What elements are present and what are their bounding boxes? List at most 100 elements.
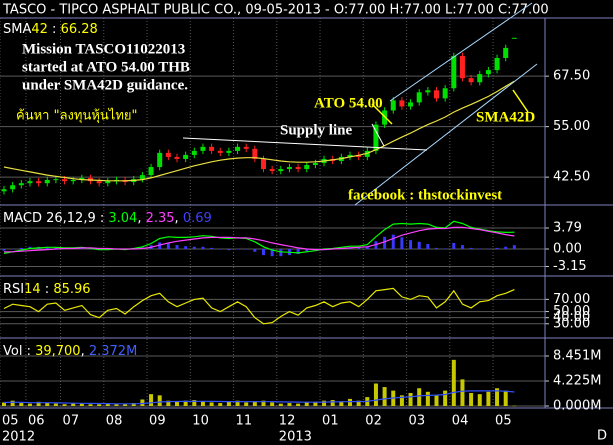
legend-part: 39,700 bbox=[35, 344, 81, 359]
candle-body bbox=[459, 55, 465, 79]
annotation: facebook : thstockinvest bbox=[348, 187, 502, 203]
volume-bar bbox=[261, 400, 266, 407]
candle-body bbox=[209, 146, 215, 151]
volume-bar bbox=[477, 394, 482, 407]
annotation: under SMA42D guidance. bbox=[22, 77, 188, 93]
candle-body bbox=[261, 158, 266, 170]
x-tick-label: 08 bbox=[106, 414, 123, 429]
volume-bar bbox=[348, 398, 352, 407]
volume-bar bbox=[460, 379, 465, 407]
candle-body bbox=[511, 37, 517, 39]
volume-bar bbox=[226, 401, 231, 407]
legend: SMA42 : 66.28 bbox=[3, 22, 98, 37]
year-label: 2012 bbox=[2, 430, 35, 445]
volume-bar bbox=[287, 403, 292, 407]
candle-body bbox=[105, 181, 111, 184]
volume-bar bbox=[166, 400, 171, 407]
x-tick-label: 11 bbox=[236, 414, 253, 429]
volume-bar bbox=[53, 403, 58, 407]
candle-body bbox=[165, 152, 171, 157]
candle-body bbox=[286, 167, 292, 170]
x-tick-label: 03 bbox=[409, 414, 426, 429]
candle-body bbox=[295, 167, 301, 170]
volume-bar bbox=[373, 383, 378, 407]
candle-body bbox=[53, 179, 59, 181]
histogram-bar bbox=[89, 249, 92, 250]
volume-bar bbox=[443, 390, 448, 407]
volume-bar bbox=[218, 403, 223, 407]
y-tick-label: 70.00 bbox=[553, 292, 590, 307]
legend-part: : bbox=[41, 282, 54, 297]
candle-body bbox=[434, 90, 439, 99]
y-tick-label: 8.451M bbox=[553, 348, 601, 363]
volume-bar bbox=[27, 403, 32, 407]
candle-body bbox=[44, 179, 50, 184]
histogram-bar bbox=[365, 246, 369, 250]
volume-bar bbox=[209, 402, 214, 407]
y-tick-label: -3.15 bbox=[553, 259, 587, 274]
histogram-bar bbox=[175, 245, 179, 250]
legend-part: , bbox=[175, 211, 183, 226]
legend-part: , bbox=[81, 344, 89, 359]
volume-bar bbox=[200, 401, 205, 407]
volume-bar bbox=[88, 404, 93, 407]
y-tick-label: 42.50 bbox=[553, 170, 590, 185]
histogram-bar bbox=[184, 246, 188, 250]
channel-lower bbox=[354, 63, 538, 206]
legend-part: : bbox=[48, 22, 61, 37]
legend-part: MACD 26,12,9 : bbox=[3, 211, 108, 226]
candle-body bbox=[191, 150, 197, 155]
channel-upper bbox=[389, 2, 533, 102]
histogram-bar bbox=[426, 244, 430, 250]
volume-bar bbox=[296, 403, 301, 407]
candle-body bbox=[347, 154, 353, 157]
annotation: Mission TASCO11022013 bbox=[22, 41, 185, 57]
histogram-bar bbox=[391, 234, 395, 250]
volume-bar bbox=[105, 403, 110, 407]
histogram-bar bbox=[210, 247, 214, 250]
volume-bar bbox=[252, 401, 257, 407]
x-tick-label: 05 bbox=[2, 414, 19, 429]
volume-bar bbox=[19, 403, 24, 407]
volume-bar bbox=[399, 395, 404, 407]
legend-part: SMA bbox=[3, 22, 31, 37]
candle-body bbox=[399, 100, 405, 107]
histogram-bar bbox=[227, 249, 231, 251]
histogram-bar bbox=[270, 249, 274, 257]
legend-part: 85.96 bbox=[53, 282, 90, 297]
legend-part: 2.372M bbox=[89, 344, 137, 359]
legend-part: 14 bbox=[24, 282, 41, 297]
series-line bbox=[3, 80, 515, 182]
annotation: Supply line bbox=[280, 122, 352, 138]
candle-body bbox=[36, 181, 42, 184]
histogram-bar bbox=[504, 246, 508, 250]
histogram-bar bbox=[2, 249, 6, 251]
candle-body bbox=[10, 185, 16, 190]
candle-body bbox=[148, 167, 154, 176]
volume-bar bbox=[123, 404, 128, 407]
x-tick-label: 01 bbox=[322, 414, 339, 429]
y-tick-label: 30.00 bbox=[553, 316, 590, 331]
histogram-bar bbox=[495, 247, 499, 250]
y-tick-label: 0.000M bbox=[553, 399, 601, 414]
x-tick-label: 10 bbox=[192, 414, 209, 429]
histogram-bar bbox=[400, 237, 404, 250]
histogram-bar bbox=[435, 247, 438, 250]
legend-part: RSI bbox=[3, 282, 24, 297]
candle-body bbox=[468, 78, 474, 83]
volume-bar bbox=[339, 401, 344, 407]
histogram-bar bbox=[201, 246, 205, 250]
volume-bar bbox=[183, 400, 188, 407]
candle-body bbox=[18, 183, 24, 186]
candle-body bbox=[416, 92, 422, 103]
volume-bar bbox=[417, 388, 422, 407]
volume-bar bbox=[330, 400, 335, 407]
volume-bar bbox=[2, 402, 6, 407]
candle-body bbox=[235, 146, 241, 151]
annotation: started at ATO 54.00 THB bbox=[22, 59, 190, 75]
candle-body bbox=[442, 88, 448, 99]
x-tick-label: 05 bbox=[495, 414, 512, 429]
annotation: ค้นหา "ลงทุนหุ้นไทย" bbox=[16, 108, 138, 124]
